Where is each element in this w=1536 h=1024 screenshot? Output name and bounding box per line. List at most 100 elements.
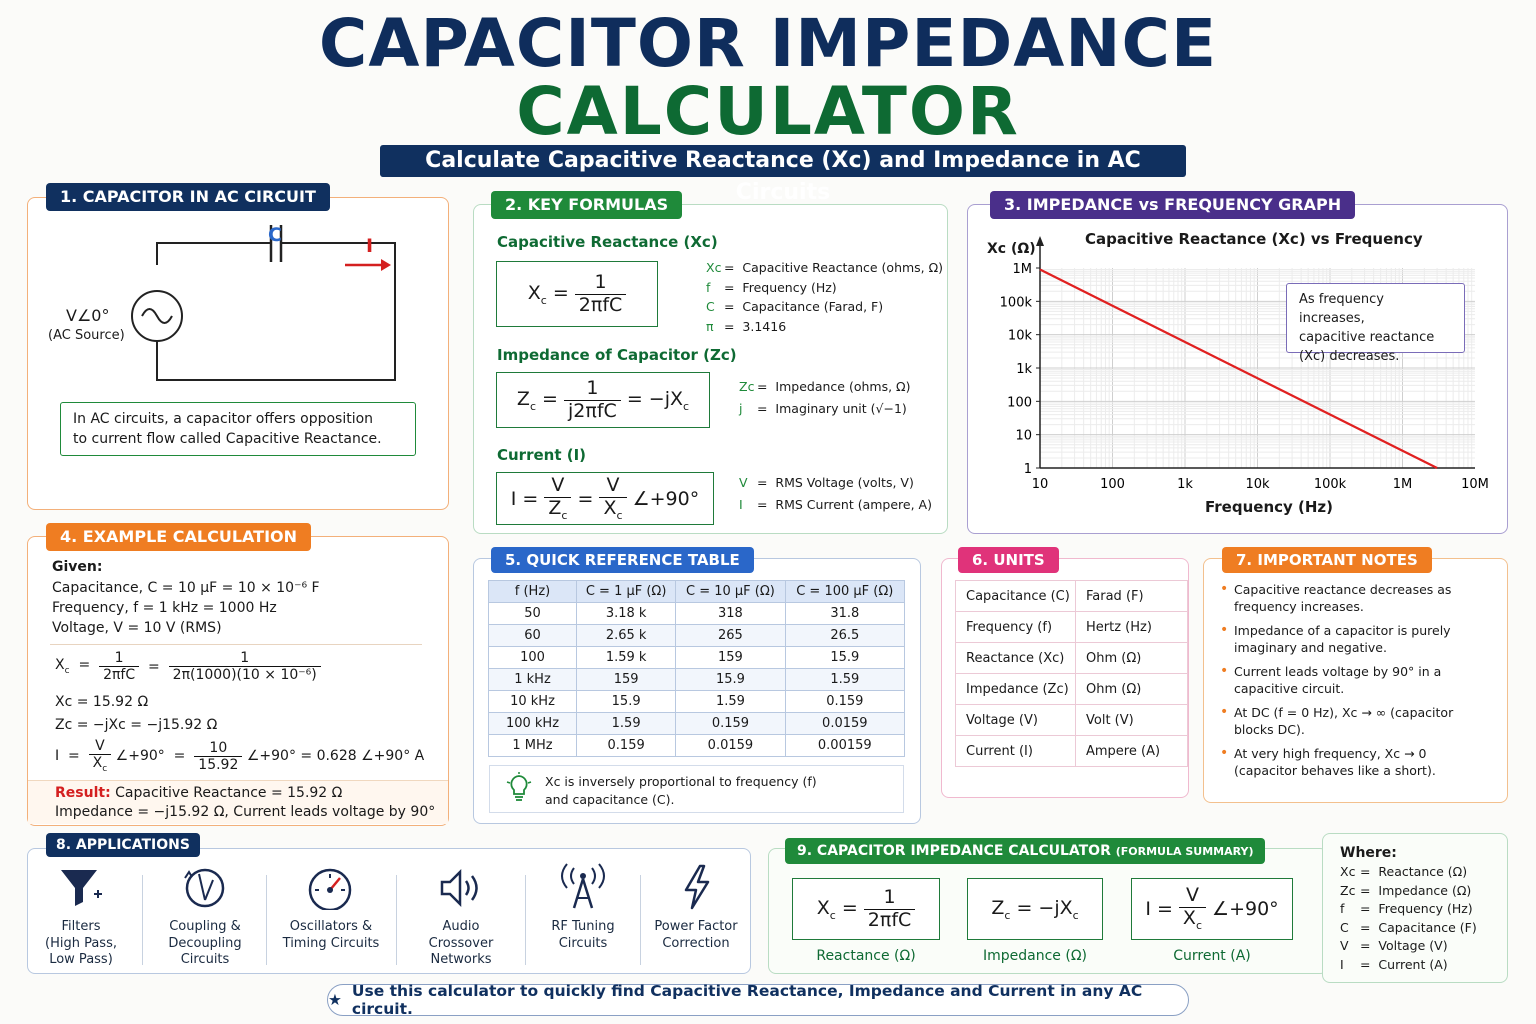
def-row: π = 3.1416 [706, 318, 787, 334]
lightning-icon [684, 864, 710, 910]
def-row: Zc = Impedance (Ω) [1340, 882, 1472, 898]
x-tick-label: 100 [1100, 477, 1125, 492]
divider [525, 875, 526, 965]
y-tick-label: 100k [1000, 295, 1033, 310]
table-cell: 31.8 [784, 602, 906, 625]
y-tick-label: 1k [1016, 362, 1032, 377]
step-result: ∠+90° = 0.628 ∠+90° A [246, 748, 425, 765]
result-line: Result: Capacitive Reactance = 15.92 Ω [55, 785, 342, 801]
step-numerator: 10 [209, 739, 228, 756]
def-row: C = Capacitance (F) [1340, 919, 1477, 935]
units-cell: Frequency (f) [955, 611, 1076, 643]
current-heading: Current (I) [497, 446, 586, 464]
current-formula: I = V Zc = V Xc ∠+90° [496, 472, 714, 525]
divider [640, 875, 641, 965]
def-row: f = Frequency (Hz) [706, 279, 837, 295]
current-heading-text: Current (I) [497, 446, 587, 464]
table-cell: 3.18 k [575, 602, 677, 625]
y-tick-label: 1 [1024, 462, 1032, 477]
tip-line: Xc is inversely proportional to frequenc… [545, 774, 817, 789]
given-row: Capacitance, C = 10 μF = 10 × 10⁻⁶ F [52, 580, 320, 596]
units-row: Voltage (V) Volt (V) [955, 704, 1188, 736]
callout-line: capacitive reactance [1299, 330, 1435, 345]
app-rf-tuning: RF Tuning Circuits [551, 919, 615, 951]
section-graph-title: 3. IMPEDANCE vs FREQUENCY GRAPH [990, 191, 1356, 219]
divider [50, 644, 422, 645]
tip-text: Xc is inversely proportional to frequenc… [545, 773, 817, 809]
divider [142, 875, 143, 965]
column-header: C = 100 μF (Ω) [784, 580, 906, 603]
note-item: Capacitive reactance decreases as freque… [1220, 581, 1492, 615]
ac-circuit-note: In AC circuits, a capacitor offers oppos… [60, 402, 416, 456]
column-header: C = 1 μF (Ω) [575, 580, 677, 603]
summary-current-formula: I = V Xc ∠+90° [1131, 878, 1293, 940]
summary-title-text: 9. CAPACITOR IMPEDANCE CALCULATOR [797, 843, 1111, 859]
y-tick-label: 10 [1015, 429, 1032, 444]
column-header: C = 10 μF (Ω) [675, 580, 786, 603]
table-cell: 0.159 [675, 712, 786, 735]
units-cell: Hertz (Hz) [1075, 611, 1188, 643]
result-label: Result: [55, 785, 111, 801]
current-definitions: V = RMS Voltage (volts, V) I = RMS Current… [739, 472, 932, 516]
section-example [27, 536, 449, 826]
x-tick-label: 100k [1314, 477, 1347, 492]
chart-ylabel: Xc (Ω) [987, 241, 1036, 257]
units-cell: Reactance (Xc) [955, 642, 1076, 674]
units-cell: Impedance (Zc) [955, 673, 1076, 705]
source-voltage-label: V∠0° [66, 306, 110, 325]
x-tick-label: 10M [1461, 477, 1489, 492]
section-key-formulas-title: 2. KEY FORMULAS [491, 191, 683, 219]
def-row: I = RMS Current (ampere, A) [739, 497, 932, 512]
given-values: Capacitance, C = 10 μF = 10 × 10⁻⁶ F Fre… [52, 578, 320, 638]
table-cell: 1.59 k [575, 646, 677, 669]
summary-title-suffix: (FORMULA SUMMARY) [1115, 845, 1254, 858]
step-denominator: 15.92 [194, 755, 243, 773]
def-row: Xc = Reactance (Ω) [1340, 864, 1468, 879]
section-ac-circuit-title: 1. CAPACITOR IN AC CIRCUIT [46, 183, 330, 211]
note-item: Current leads voltage by 90° in a capaci… [1220, 663, 1492, 697]
series-line [1039, 268, 1438, 469]
impedance-definitions: Zc = Impedance (ohms, Ω) j = Imaginary uni… [739, 376, 910, 420]
note-item: At very high frequency, Xc → 0 (capacito… [1220, 745, 1492, 779]
def-row: Zc = Impedance (ohms, Ω) [739, 379, 911, 394]
table-row: 100 kHz 1.59 0.159 0.0159 [488, 712, 906, 735]
app-oscillators: Oscillators & Timing Circuits [282, 919, 380, 951]
current-label: I [366, 235, 374, 257]
table-header-row: f (Hz) C = 1 μF (Ω) C = 10 μF (Ω) C = 10… [488, 580, 906, 603]
y-axis-arrow-icon [1036, 236, 1044, 246]
table-row: 1 MHz 0.159 0.0159 0.00159 [488, 734, 906, 757]
ac-circuit-diagram [131, 225, 396, 381]
gauge-icon [308, 868, 352, 910]
summary-caption: Impedance (Ω) [983, 948, 1087, 964]
divider [266, 875, 267, 965]
table-cell: 1 MHz [488, 734, 577, 757]
table-tip [489, 765, 904, 813]
callout-line: As frequency increases, [1299, 292, 1385, 326]
table-row: 100 1.59 k 159 15.9 [488, 646, 906, 669]
impedance-formula: Zc = 1 j2πfC = −jXc [496, 372, 710, 428]
app-filters: Filters (High Pass, Low Pass) [45, 919, 117, 967]
given-row: Voltage, V = 10 V (RMS) [52, 620, 222, 636]
units-cell: Farad (F) [1075, 580, 1188, 612]
section-applications-title: 8. APPLICATIONS [46, 833, 200, 857]
reactance-heading-text: Capacitive Reactance (Xc) [497, 233, 718, 251]
table-cell: 265 [675, 624, 786, 647]
app-audio-crossover: Audio Crossover Networks [428, 919, 494, 967]
units-cell: Voltage (V) [955, 704, 1076, 736]
section-notes-title: 7. IMPORTANT NOTES [1222, 547, 1432, 573]
table-cell: 100 [488, 646, 577, 669]
capacitor-label: C [268, 224, 282, 246]
table-cell: 50 [488, 602, 577, 625]
where-label: Where: [1340, 845, 1397, 861]
units-cell: Ampere (A) [1075, 735, 1188, 767]
notes-list: Capacitive reactance decreases as freque… [1220, 581, 1492, 786]
section-applications [27, 848, 751, 974]
units-row: Frequency (f) Hertz (Hz) [955, 611, 1188, 643]
summary-caption: Reactance (Ω) [816, 948, 916, 964]
def-row: V = RMS Voltage (volts, V) [739, 475, 914, 490]
table-cell: 0.00159 [784, 734, 906, 757]
where-panel [1322, 833, 1508, 983]
calc-step-value: Xc = 15.92 Ω [55, 694, 149, 710]
y-tick-label: 10k [1008, 329, 1033, 344]
